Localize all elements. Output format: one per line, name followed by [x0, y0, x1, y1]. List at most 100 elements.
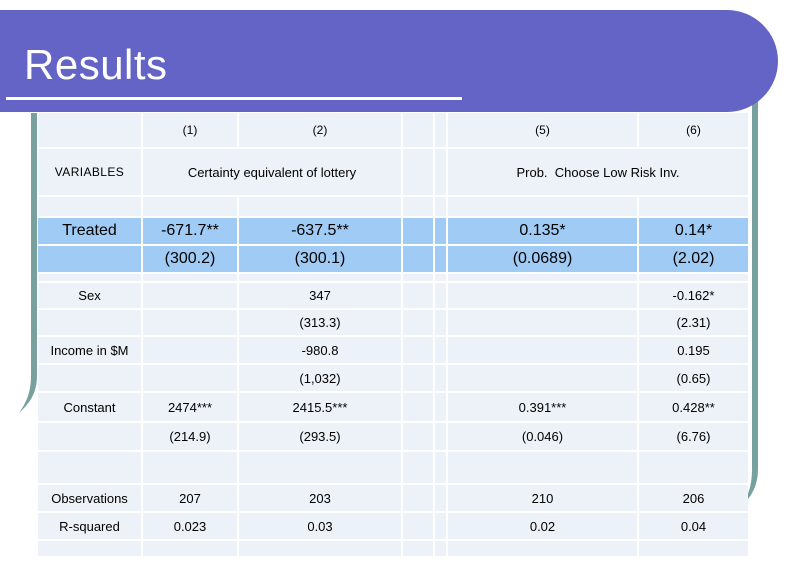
- table-cell: [402, 148, 435, 197]
- table-cell: 0.023: [142, 512, 239, 541]
- table-cell: (293.5): [238, 422, 403, 452]
- table-cell: 0.195: [638, 336, 748, 365]
- table-cell: (0.65): [638, 364, 748, 393]
- table-row-income: Income in $M -980.8 0.195: [38, 336, 748, 365]
- table-cell: -637.5**: [238, 217, 403, 246]
- table-row-sex-se: (313.3) (2.31): [38, 309, 748, 337]
- column-header-2: (2): [238, 113, 403, 149]
- row-label: [38, 309, 143, 337]
- table-row-treated: Treated -671.7** -637.5** 0.135* 0.14*: [38, 217, 748, 246]
- table-cell: [434, 217, 448, 246]
- table-cell: [402, 113, 435, 149]
- table-cell: [402, 217, 435, 246]
- spacer-row: [38, 273, 748, 283]
- row-label: [38, 422, 143, 452]
- table-cell: [142, 309, 239, 337]
- column-header-row: (1) (2) (5) (6): [38, 113, 748, 149]
- table-cell: (0.046): [447, 422, 639, 452]
- table-cell: [434, 512, 448, 541]
- table-row-income-se: (1,032) (0.65): [38, 364, 748, 393]
- table-row-sex: Sex 347 -0.162*: [38, 282, 748, 310]
- table-cell: (0.0689): [447, 245, 639, 274]
- table-cell: 347: [238, 282, 403, 310]
- variables-label: VARIABLES: [38, 148, 143, 197]
- table-cell: (214.9): [142, 422, 239, 452]
- column-header-1: (1): [142, 113, 239, 149]
- row-label: R-squared: [38, 512, 143, 541]
- row-label: [38, 364, 143, 393]
- table-row-r-squared: R-squared 0.023 0.03 0.02 0.04: [38, 512, 748, 541]
- table-row-observations: Observations 207 203 210 206: [38, 484, 748, 513]
- table-row-constant: Constant 2474*** 2415.5*** 0.391*** 0.42…: [38, 392, 748, 423]
- column-header-6: (6): [638, 113, 748, 149]
- row-label: Income in $M: [38, 336, 143, 365]
- table-cell: [434, 309, 448, 337]
- slide-title: Results: [24, 41, 168, 88]
- table-cell: 203: [238, 484, 403, 513]
- table-cell: 0.04: [638, 512, 748, 541]
- table-cell: 2474***: [142, 392, 239, 423]
- table-cell: [402, 422, 435, 452]
- table-cell: 0.02: [447, 512, 639, 541]
- table-row-constant-se: (214.9) (293.5) (0.046) (6.76): [38, 422, 748, 452]
- spacer-row: [38, 196, 748, 218]
- row-label: [38, 245, 143, 274]
- row-label: Treated: [38, 217, 143, 246]
- title-underline: [6, 97, 462, 100]
- table-cell: 0.14*: [638, 217, 748, 246]
- table-cell: [434, 336, 448, 365]
- spacer-row: [38, 540, 748, 558]
- table-cell: [142, 364, 239, 393]
- table-cell: [402, 364, 435, 393]
- table-cell: [447, 336, 639, 365]
- table-cell: (2.02): [638, 245, 748, 274]
- table-cell: 0.391***: [447, 392, 639, 423]
- table-cell: [402, 282, 435, 310]
- variables-header-row: VARIABLES Certainty equivalent of lotter…: [38, 148, 748, 197]
- table-cell: (300.1): [238, 245, 403, 274]
- table-cell: [142, 336, 239, 365]
- table-cell: [434, 392, 448, 423]
- left-curve-accent: [19, 113, 37, 413]
- table-cell: [402, 512, 435, 541]
- title-banner: Results: [0, 10, 778, 112]
- table-cell: 2415.5***: [238, 392, 403, 423]
- table-cell: [402, 336, 435, 365]
- table-cell: [447, 282, 639, 310]
- table-cell: [447, 364, 639, 393]
- table-cell: [402, 309, 435, 337]
- right-curve-accent: [740, 100, 758, 508]
- table-cell: 210: [447, 484, 639, 513]
- table-cell: 207: [142, 484, 239, 513]
- dependent-var-group-2: Prob. Choose Low Risk Inv.: [447, 148, 748, 197]
- table-cell: [434, 422, 448, 452]
- table-row-treated-se: (300.2) (300.1) (0.0689) (2.02): [38, 245, 748, 274]
- table-cell: [434, 245, 448, 274]
- dependent-var-group-1: Certainty equivalent of lottery: [142, 148, 403, 197]
- table-cell: 0.03: [238, 512, 403, 541]
- table-cell: [434, 282, 448, 310]
- table-cell: [402, 484, 435, 513]
- spacer-row: [38, 451, 748, 485]
- table-cell: 0.428**: [638, 392, 748, 423]
- table-cell: [142, 282, 239, 310]
- table-cell: -0.162*: [638, 282, 748, 310]
- table-cell: (6.76): [638, 422, 748, 452]
- table-cell: [434, 364, 448, 393]
- table-cell: 0.135*: [447, 217, 639, 246]
- table-cell: (2.31): [638, 309, 748, 337]
- column-header-5: (5): [447, 113, 639, 149]
- table-cell: 206: [638, 484, 748, 513]
- table-cell: [447, 309, 639, 337]
- row-label: Sex: [38, 282, 143, 310]
- table-cell: [434, 484, 448, 513]
- table-cell: (313.3): [238, 309, 403, 337]
- table-cell: [434, 148, 448, 197]
- table-cell: (1,032): [238, 364, 403, 393]
- row-label: Constant: [38, 392, 143, 423]
- table-cell: [402, 245, 435, 274]
- table-cell: [38, 113, 143, 149]
- table-cell: -980.8: [238, 336, 403, 365]
- results-table: (1) (2) (5) (6) VARIABLES Certainty equi…: [38, 113, 748, 558]
